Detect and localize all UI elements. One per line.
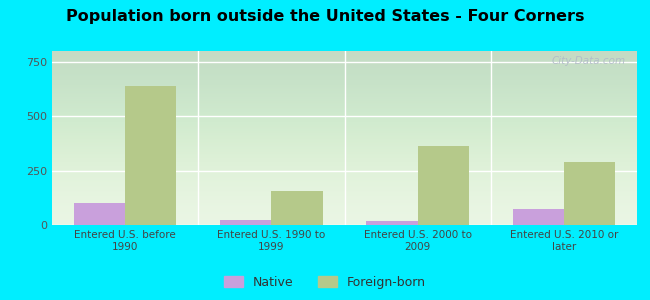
Bar xyxy=(513,209,564,225)
Text: City-Data.com: City-Data.com xyxy=(551,56,625,66)
Bar xyxy=(564,162,615,225)
Bar xyxy=(220,220,272,225)
Bar xyxy=(417,146,469,225)
Bar xyxy=(74,203,125,225)
Bar xyxy=(272,191,322,225)
Legend: Native, Foreign-born: Native, Foreign-born xyxy=(219,271,431,294)
Bar xyxy=(125,86,176,225)
Bar xyxy=(367,221,417,225)
Text: Population born outside the United States - Four Corners: Population born outside the United State… xyxy=(66,9,584,24)
